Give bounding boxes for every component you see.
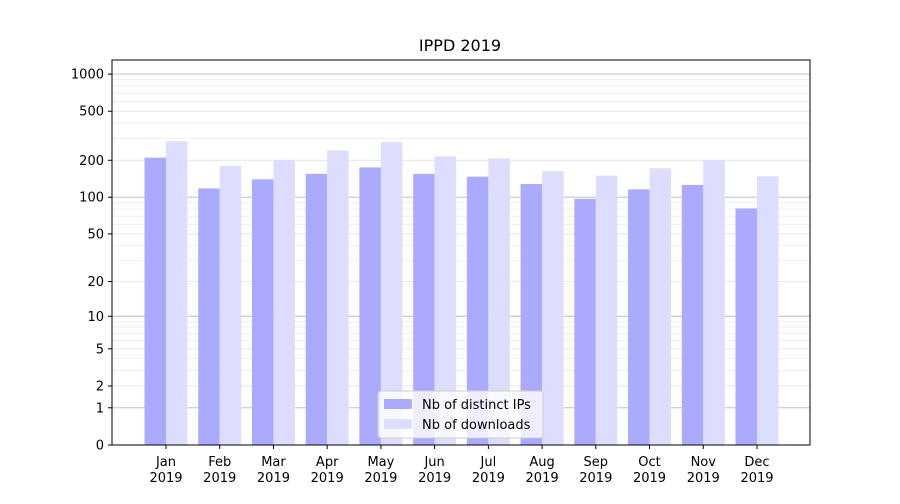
bar-downloads [380,142,403,445]
y-tick-label: 500 [79,105,104,120]
x-tick-label: May 2019 [364,455,397,486]
x-tick-label: Dec 2019 [740,455,773,486]
bar-downloads [649,168,672,445]
x-tick-label: Feb 2019 [203,455,236,486]
x-tick-label: Oct 2019 [633,455,666,486]
bar-distinct-ips [628,189,650,445]
y-tick-label: 200 [79,154,104,169]
y-tick-label: 50 [87,227,104,242]
plot-area-frame [111,59,811,446]
legend-label: Nb of downloads [422,418,531,433]
x-tick-label: Aug 2019 [526,455,559,486]
bar-downloads [757,176,779,445]
y-tick-label: 20 [87,275,104,290]
bar-distinct-ips [574,198,596,445]
bar-downloads [219,165,242,446]
y-tick-label: 1 [96,401,104,416]
bar-downloads [273,160,295,445]
x-tick-label: Jan 2019 [149,455,182,486]
y-tick-label: 5 [96,342,104,357]
x-tick-label: Mar 2019 [257,455,290,486]
x-tick-label: Jun 2019 [418,455,451,486]
legend-swatch [384,399,412,409]
bar-distinct-ips [251,179,274,445]
bar-distinct-ips [359,167,381,445]
legend: Nb of distinct IPs Nb of downloads [377,390,544,439]
bar-downloads [488,158,510,445]
y-tick-label: 100 [79,191,104,206]
bar-downloads [327,150,349,445]
bar-distinct-ips [520,184,543,445]
legend-label: Nb of distinct IPs [422,398,531,413]
bar-downloads [542,171,564,446]
bar-distinct-ips [466,176,489,445]
bar-downloads [703,160,725,445]
bars [144,141,779,446]
bar-distinct-ips [198,188,220,445]
legend-box [377,390,544,439]
y-tick-label: 2 [96,380,104,395]
bar-distinct-ips [681,184,704,445]
y-tick-label: 1000 [71,68,104,83]
x-tick-label: Apr 2019 [311,455,344,486]
x-tick-label: Nov 2019 [687,455,720,486]
y-axis: 0 1 2 5 10 20 50 100 200 500 1000 [71,68,112,454]
y-tick-label: 0 [96,439,104,454]
y-tick-label: 10 [87,310,104,325]
x-tick-label: Jul 2019 [472,455,505,486]
chart-title: IPPD 2019 [419,36,501,55]
bar-distinct-ips [413,173,435,445]
bar-downloads [434,156,457,446]
bar-distinct-ips [144,157,166,445]
bar-distinct-ips [735,208,757,445]
bar-distinct-ips [305,173,328,445]
x-tick-label: Sep 2019 [579,455,612,486]
bar-downloads [166,141,188,445]
bar-downloads [595,175,618,446]
x-axis: Jan 2019 Feb 2019 Mar 2019 Apr 2019 May 2019 Jun 20… [149,445,774,486]
legend-swatch [384,419,412,429]
